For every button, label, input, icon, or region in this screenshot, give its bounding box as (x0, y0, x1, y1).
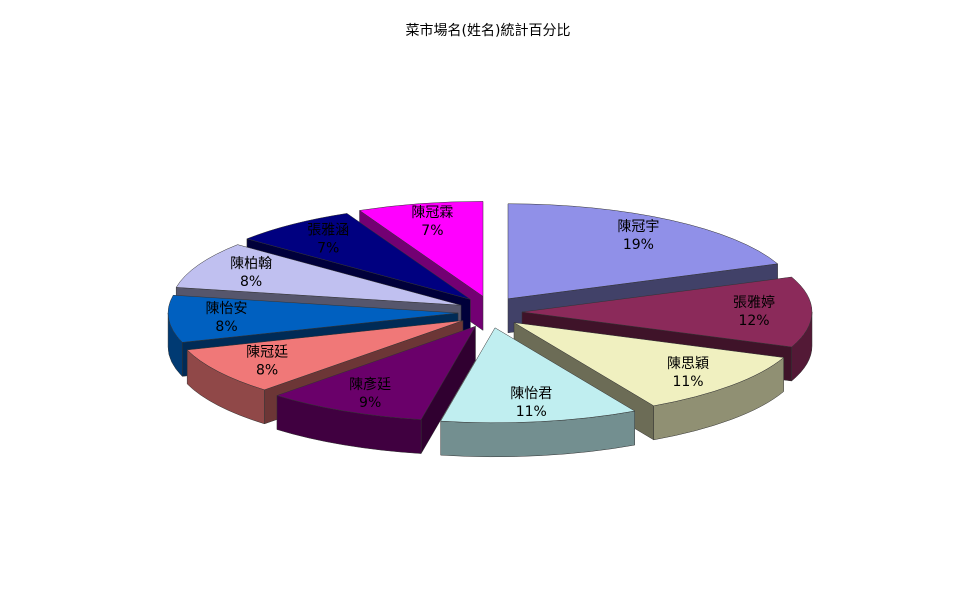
chart-title: 菜市場名(姓名)統計百分比 (406, 22, 571, 39)
slice-value-label: 8% (240, 274, 262, 290)
slice-label: 陳冠霖 (411, 205, 453, 221)
pie-slice (440, 327, 636, 424)
slice-label: 陳怡君 (510, 386, 552, 402)
slice (440, 327, 636, 458)
slice-label: 張雅婷 (733, 295, 775, 311)
slice-label: 張雅涵 (307, 222, 349, 238)
slice-label: 陳思穎 (667, 356, 709, 372)
slice-value-label: 11% (516, 404, 547, 420)
pie-slice (246, 213, 471, 300)
slice-label: 陳怡安 (206, 301, 248, 317)
slice-value-label: 19% (623, 237, 654, 253)
slice-value-label: 9% (359, 395, 381, 411)
slice-value-label: 8% (256, 362, 278, 378)
slice-label: 陳彥廷 (349, 376, 391, 393)
pie-slice (276, 325, 477, 420)
slice-label: 陳柏翰 (230, 256, 272, 272)
pie-slice (513, 322, 785, 407)
pie-slice (507, 203, 779, 300)
slice-value-label: 12% (738, 313, 769, 329)
pie-slice (358, 201, 484, 297)
slice-value-label: 7% (317, 240, 339, 256)
pie-slice (175, 244, 462, 306)
pie-slice (167, 294, 459, 343)
slice-value-label: 11% (672, 374, 703, 390)
slice-value-label: 7% (421, 223, 443, 239)
pie-slice (186, 320, 464, 391)
slice-label: 陳冠宇 (617, 219, 659, 235)
slice (276, 325, 477, 455)
slice-label: 陳冠廷 (246, 344, 288, 360)
pie-slice (521, 276, 813, 348)
slice-value-label: 8% (215, 319, 237, 335)
